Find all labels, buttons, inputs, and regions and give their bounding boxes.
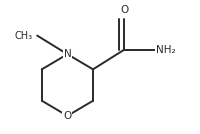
Text: O: O [63, 111, 72, 121]
Text: NH₂: NH₂ [156, 44, 175, 55]
Text: CH₃: CH₃ [14, 31, 33, 41]
Text: N: N [64, 49, 71, 59]
Text: O: O [120, 5, 129, 15]
